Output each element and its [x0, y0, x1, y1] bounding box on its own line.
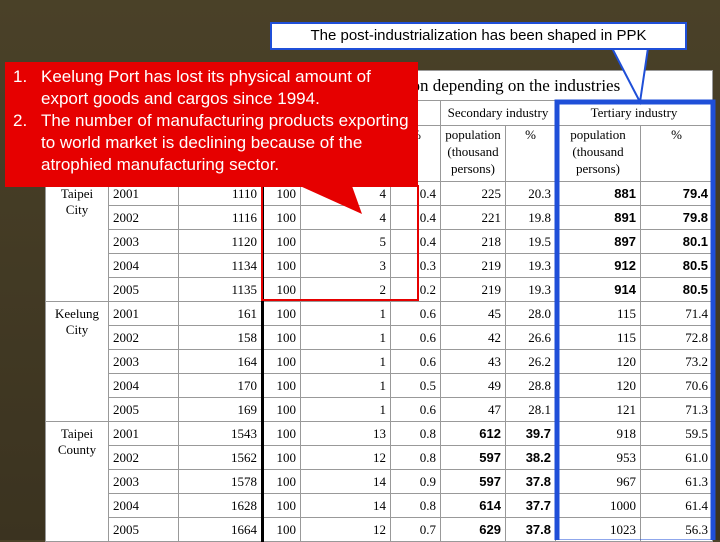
cell-value: 3 [300, 253, 391, 278]
list-marker: 1. [13, 67, 28, 86]
column-header: population (thousand persons) [440, 125, 506, 182]
region: Taipei City [45, 181, 109, 302]
cell-value: 49 [440, 373, 506, 398]
data-row: 2002 158 100 1 0.6 42 26.6 115 72.8 [46, 325, 714, 350]
data-row: 2005 1135 100 2 0.2 219 19.3 914 80.5 [46, 277, 714, 302]
year: 2005 [108, 517, 179, 542]
cell-value: 912 [555, 253, 641, 278]
cell-value: 59.5 [639, 421, 714, 446]
cell-value: 0.7 [390, 517, 441, 542]
cell-value: 100 [261, 373, 301, 398]
cell-value: 13 [300, 421, 391, 446]
cell-value: 614 [440, 493, 506, 518]
cell-value: 26.2 [505, 349, 556, 374]
cell-value: 597 [440, 469, 506, 494]
cell-value: 37.7 [505, 493, 556, 518]
cell-value: 0.8 [390, 493, 441, 518]
cell-value: 20.3 [505, 181, 556, 206]
cell-value: 26.6 [505, 325, 556, 350]
cell-value: 0.8 [390, 421, 441, 446]
cell-value: 0.4 [390, 229, 441, 254]
data-row: 2004 1134 100 3 0.3 219 19.3 912 80.5 [46, 253, 714, 278]
cell-value: 953 [555, 445, 641, 470]
cell-value: 1023 [555, 517, 641, 542]
cell-value: 19.5 [505, 229, 556, 254]
year: 2004 [108, 493, 179, 518]
cell-value: 38.2 [505, 445, 556, 470]
cell-value: 79.4 [639, 181, 714, 206]
cell-value: 0.6 [390, 349, 441, 374]
cell-value: 164 [178, 349, 263, 374]
cell-value: 612 [440, 421, 506, 446]
region: Taipei County [45, 421, 109, 542]
cell-value: 71.4 [639, 301, 714, 326]
cell-value: 28.1 [505, 397, 556, 422]
cell-value: 891 [555, 205, 641, 230]
cell-value: 4 [300, 205, 391, 230]
cell-value: 1 [300, 397, 391, 422]
data-row: 2003 1578 100 14 0.9 597 37.8 967 61.3 [46, 469, 714, 494]
left-callout: 1. Keelung Port has lost its physical amo… [5, 62, 418, 187]
cell-value: 100 [261, 349, 301, 374]
cell-value: 80.5 [639, 277, 714, 302]
cell-value: 914 [555, 277, 641, 302]
data-row: 2002 1562 100 12 0.8 597 38.2 953 61.0 [46, 445, 714, 470]
callout-tail [300, 186, 362, 214]
list-item: 2. The number of manufacturing products e… [13, 110, 410, 176]
column-header: population (thousand persons) [555, 125, 641, 182]
cell-value: 100 [261, 229, 301, 254]
cell-value: 0.4 [390, 205, 441, 230]
cell-value: 19.3 [505, 253, 556, 278]
cell-value: 897 [555, 229, 641, 254]
cell-value: 1120 [178, 229, 263, 254]
cell-value: 0.2 [390, 277, 441, 302]
cell-value: 0.6 [390, 397, 441, 422]
year: 2003 [108, 349, 179, 374]
cell-value: 221 [440, 205, 506, 230]
top-callout: The post-industrialization has been shap… [270, 22, 687, 50]
data-row: 2003 164 100 1 0.6 43 26.2 120 73.2 [46, 349, 714, 374]
cell-value: 43 [440, 349, 506, 374]
list-text: The number of manufacturing products exp… [41, 111, 409, 174]
cell-value: 100 [261, 205, 301, 230]
region: Keelung City [45, 301, 109, 422]
cell-value: 100 [261, 421, 301, 446]
cell-value: 1116 [178, 205, 263, 230]
cell-value: 71.3 [639, 397, 714, 422]
cell-value: 1134 [178, 253, 263, 278]
data-row: 2004 170 100 1 0.5 49 28.8 120 70.6 [46, 373, 714, 398]
list-item: 1. Keelung Port has lost its physical amo… [13, 66, 410, 110]
cell-value: 115 [555, 301, 641, 326]
data-row: Taipei County 2001 1543 100 13 0.8 612 39.7 918 5… [45, 421, 714, 542]
cell-value: 0.3 [390, 253, 441, 278]
data-row: 2005 1664 100 12 0.7 629 37.8 1023 56.3 [46, 517, 714, 542]
cell-value: 100 [261, 517, 301, 542]
cell-value: 158 [178, 325, 263, 350]
cell-value: 219 [440, 253, 506, 278]
cell-value: 100 [261, 325, 301, 350]
cell-value: 80.5 [639, 253, 714, 278]
list-marker: 2. [13, 111, 28, 130]
cell-value: 100 [261, 469, 301, 494]
cell-value: 1135 [178, 277, 263, 302]
cell-value: 14 [300, 469, 391, 494]
cell-value: 61.3 [639, 469, 714, 494]
year: 2005 [108, 397, 179, 422]
data-row: Keelung City 2001 161 100 1 0.6 45 28.0 115 71.4 [45, 301, 714, 422]
cell-value: 37.8 [505, 469, 556, 494]
year: 2004 [108, 373, 179, 398]
cell-value: 28.0 [505, 301, 556, 326]
cell-value: 120 [555, 373, 641, 398]
year: 2004 [108, 253, 179, 278]
list-text: Keelung Port has lost its physical amoun… [41, 67, 371, 108]
cell-value: 45 [440, 301, 506, 326]
highlight-tertiary [554, 99, 716, 540]
callout-tail [610, 47, 650, 106]
column-header: % [639, 125, 714, 182]
